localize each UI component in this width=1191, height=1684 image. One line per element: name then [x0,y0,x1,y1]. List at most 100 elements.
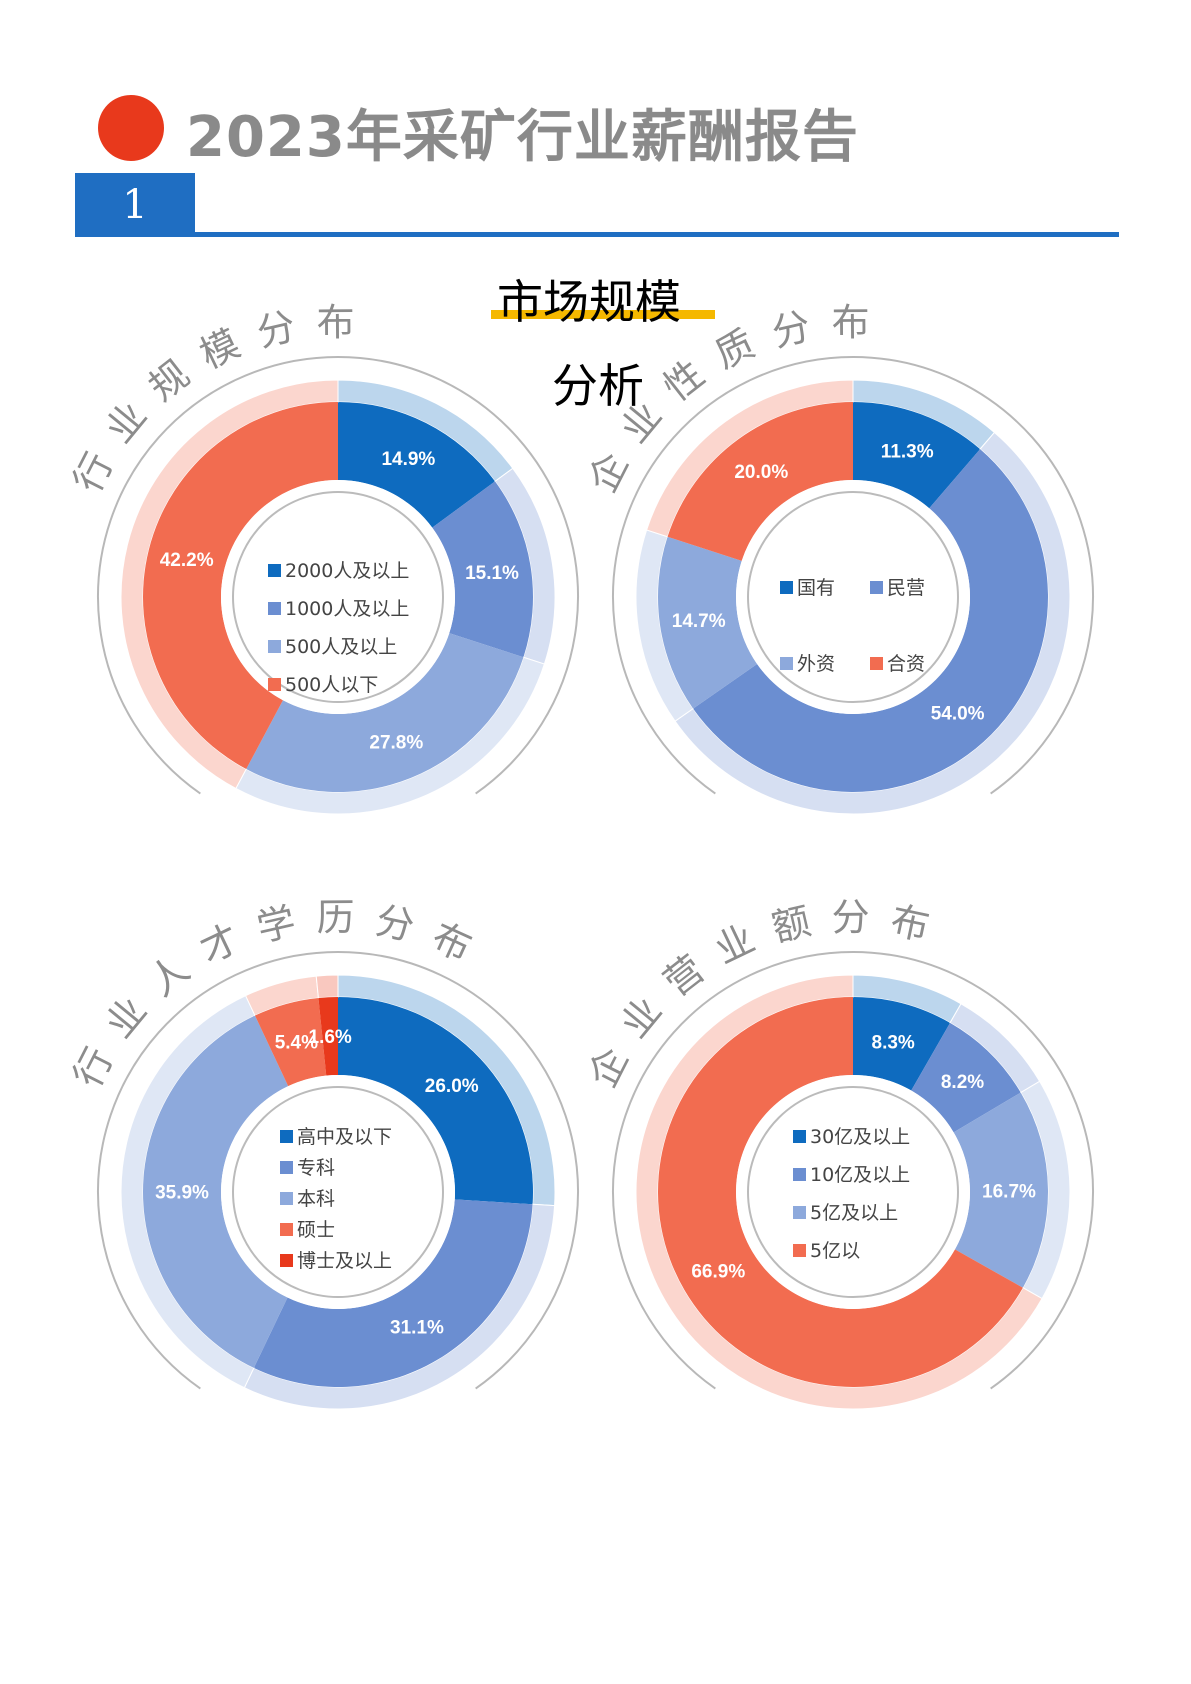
legend-swatch [280,1192,293,1205]
legend-label: 500人以下 [285,674,378,696]
chart-title-char: 质 [708,321,761,377]
slice-label: 16.7% [982,1181,1036,1202]
legend-swatch [268,678,281,691]
outer-ring [612,356,1094,795]
chart-title-char: 布 [887,898,933,949]
outer-ring [97,356,579,795]
chart-title-char: 营 [655,947,712,1005]
legend-label: 合资 [887,653,925,675]
legend-label: 10亿及以上 [810,1164,910,1186]
chart-title-char: 企 [580,1040,636,1094]
chart-title-char: 业 [708,916,761,972]
chart-title-char: 分 [372,898,418,949]
slice-label: 8.2% [941,1072,984,1093]
donut-slice [953,1092,1048,1288]
halo-segment [315,974,339,999]
section-number-box [75,173,195,237]
legend-label: 5亿及以上 [810,1202,898,1224]
chart-title-char: 行 [65,1040,121,1094]
donut-slice [246,633,524,792]
section-number: 1 [122,182,148,228]
legend-swatch [780,657,793,670]
legend-label: 专科 [297,1157,335,1179]
chart-title-char: 布 [425,914,478,970]
chart-title-char: 行 [65,445,121,499]
legend-label: 国有 [797,577,835,599]
chart-title-char: 布 [831,300,869,344]
chart-title-char: 布 [316,300,354,344]
chart-title-char: 额 [768,899,815,950]
legend-label: 2000人及以上 [285,560,409,582]
section-title-line2: 分析 [552,359,644,413]
donut-slice [338,402,496,528]
chart-title-char: 企 [580,445,636,499]
legend-swatch [793,1168,806,1181]
chart-title-char: 分 [253,304,300,355]
slice-label: 31.1% [390,1318,444,1339]
legend-swatch [870,581,883,594]
donut-slice [658,997,1023,1387]
legend-swatch [280,1161,293,1174]
chart-title-char: 分 [768,304,815,355]
donut-hole [736,1075,970,1309]
donut-chart-1: 14.9% 15.1% 27.8% 42.2% 2000人及以上 1000人及以上 500人… [65,300,579,815]
slice-label: 11.3% [881,442,934,463]
slice-label: 66.9% [691,1262,745,1283]
legend-label: 高中及以下 [297,1126,392,1148]
inner-ring [232,491,444,703]
legend-swatch [268,564,281,577]
donut-slice [911,1022,1021,1133]
slice-label: 8.3% [872,1032,915,1053]
donut-slice [853,402,981,509]
chart-title-char: 业 [97,394,155,451]
legend-label: 500人及以上 [285,636,397,658]
donut-slice [318,997,338,1076]
donut-slice [143,1015,289,1368]
slice-label: 15.1% [465,563,519,584]
chart-title-char: 学 [253,899,300,950]
legend-swatch [793,1206,806,1219]
chart-title-char: 业 [97,989,155,1046]
slice-label: 5.4% [275,1033,318,1054]
inner-ring [747,1086,959,1298]
legend-label: 5亿以 [810,1240,860,1262]
slice-label: 27.8% [369,733,423,754]
chart-title-char: 性 [655,352,712,410]
chart-title-char: 业 [612,394,670,451]
page-title: 2023年采矿行业薪酬报告 [186,105,859,170]
outer-ring [97,951,579,1390]
legend-swatch [268,640,281,653]
slice-label: 14.7% [672,611,726,632]
donut-chart-2: 11.3% 54.0% 14.7% 20.0% 国有 民营外资 合资 企业性质分布 [580,300,1094,815]
slice-label: 42.2% [160,550,214,571]
inner-ring [232,1086,444,1298]
donut-hole [736,480,970,714]
chart-title-char: 规 [140,352,197,410]
section-title-underline [491,310,715,319]
slice-label: 35.9% [155,1183,209,1204]
legend-swatch [280,1254,293,1267]
section-title: 市场规模 [497,275,681,329]
donut-slice [142,402,338,770]
outer-ring [612,951,1094,1390]
legend-swatch [870,657,883,670]
chart-title-char: 人 [140,947,197,1005]
donut-slice [338,997,533,1205]
legend-label: 本科 [297,1188,335,1210]
header-dot [98,95,164,161]
legend-swatch [280,1223,293,1236]
slice-label: 1.6% [309,1027,352,1048]
legend-label: 30亿及以上 [810,1126,910,1148]
slice-label: 54.0% [931,704,985,725]
inner-ring [747,491,959,703]
legend-swatch [793,1244,806,1257]
header-rule [195,232,1119,237]
chart-title-char: 业 [612,989,670,1046]
donut-hole [221,1075,455,1309]
legend-label: 硕士 [297,1219,335,1241]
donut-chart-4: 8.3%8.2%16.7%66.9%30亿及以上10亿及以上5亿及以上5亿以企业… [580,895,1094,1410]
slice-label: 14.9% [381,449,435,470]
donut-slice [254,997,327,1087]
